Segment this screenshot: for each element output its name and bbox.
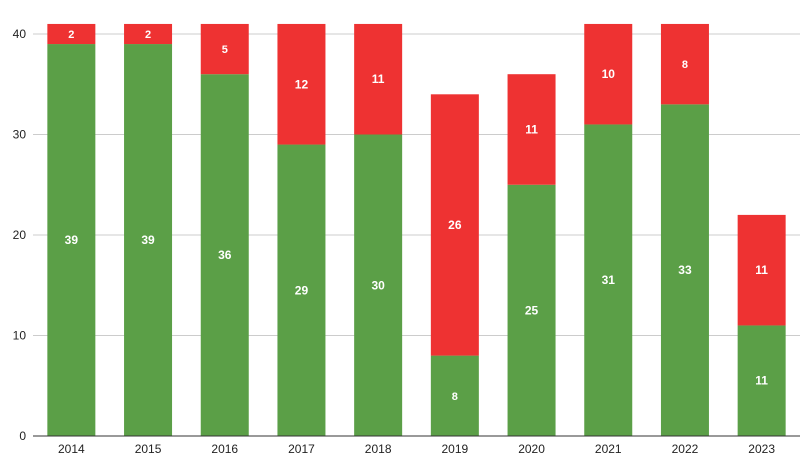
data-label-red-2018: 11 — [372, 72, 385, 86]
data-label-green-2023: 11 — [755, 374, 768, 388]
data-label-red-2020: 11 — [525, 122, 538, 136]
data-label-green-2016: 36 — [218, 248, 232, 262]
data-label-red-2021: 10 — [602, 67, 616, 81]
bar-red-2014 — [47, 23, 96, 45]
bar-green-2023 — [737, 325, 786, 436]
bar-green-2019 — [430, 355, 479, 436]
data-labels: 39 2 39 2 36 5 29 12 30 11 8 26 25 11 31 10 33 8 11 11 — [65, 29, 769, 403]
x-tick-label-2019: 2019 — [441, 442, 468, 456]
bar-green-2021 — [584, 124, 633, 436]
bar-red-2017 — [277, 23, 326, 145]
bar-red-2019 — [430, 94, 479, 356]
data-label-green-2021: 31 — [602, 273, 616, 287]
bar-green-2022 — [660, 104, 709, 436]
y-tick-label: 40 — [13, 27, 27, 41]
bar-red-2023 — [737, 214, 786, 326]
bar-red-2018 — [354, 23, 403, 135]
y-tick-label: 30 — [13, 128, 27, 142]
bar-red-2016 — [200, 23, 249, 75]
x-tick-label-2020: 2020 — [518, 442, 545, 456]
data-label-red-2022: 8 — [682, 59, 688, 71]
x-tick-label-2021: 2021 — [595, 442, 622, 456]
data-label-red-2023: 11 — [755, 263, 768, 277]
data-label-red-2017: 12 — [295, 77, 309, 91]
y-tick-label: 20 — [13, 228, 27, 242]
x-tick-label-2023: 2023 — [748, 442, 775, 456]
x-tick-label-2018: 2018 — [365, 442, 392, 456]
x-tick-label-2016: 2016 — [211, 442, 238, 456]
bar-green-2020 — [507, 184, 556, 436]
bar-red-2021 — [584, 23, 633, 125]
x-tick-label-2017: 2017 — [288, 442, 315, 456]
bar-red-2022 — [660, 23, 709, 105]
data-label-green-2020: 25 — [525, 303, 539, 317]
x-tick-label-2014: 2014 — [58, 442, 85, 456]
data-label-red-2015: 2 — [145, 29, 151, 41]
data-label-green-2017: 29 — [295, 283, 309, 297]
bar-green-2018 — [354, 134, 403, 436]
x-tick-label-2022: 2022 — [672, 442, 699, 456]
y-tick-label: 0 — [19, 429, 26, 443]
data-label-green-2015: 39 — [141, 233, 155, 247]
data-label-red-2019: 26 — [448, 218, 462, 232]
data-label-green-2014: 39 — [65, 233, 79, 247]
bars — [47, 23, 786, 437]
data-label-green-2018: 30 — [371, 278, 385, 292]
bar-green-2015 — [124, 44, 173, 437]
bar-green-2016 — [200, 74, 249, 436]
bar-red-2020 — [507, 74, 556, 185]
data-label-green-2019: 8 — [452, 391, 458, 403]
data-label-green-2022: 33 — [678, 263, 692, 277]
data-label-red-2016: 5 — [222, 44, 228, 56]
bar-green-2017 — [277, 144, 326, 437]
y-axis-ticks: 0 10 20 30 40 — [13, 27, 27, 443]
x-tick-label-2015: 2015 — [135, 442, 162, 456]
data-label-red-2014: 2 — [68, 29, 74, 41]
x-axis-ticks: 2014 2015 2016 2017 2018 2019 2020 2021 2022 2023 — [58, 442, 775, 456]
y-tick-label: 10 — [13, 329, 27, 343]
bar-red-2015 — [124, 23, 173, 45]
bar-green-2014 — [47, 44, 96, 437]
